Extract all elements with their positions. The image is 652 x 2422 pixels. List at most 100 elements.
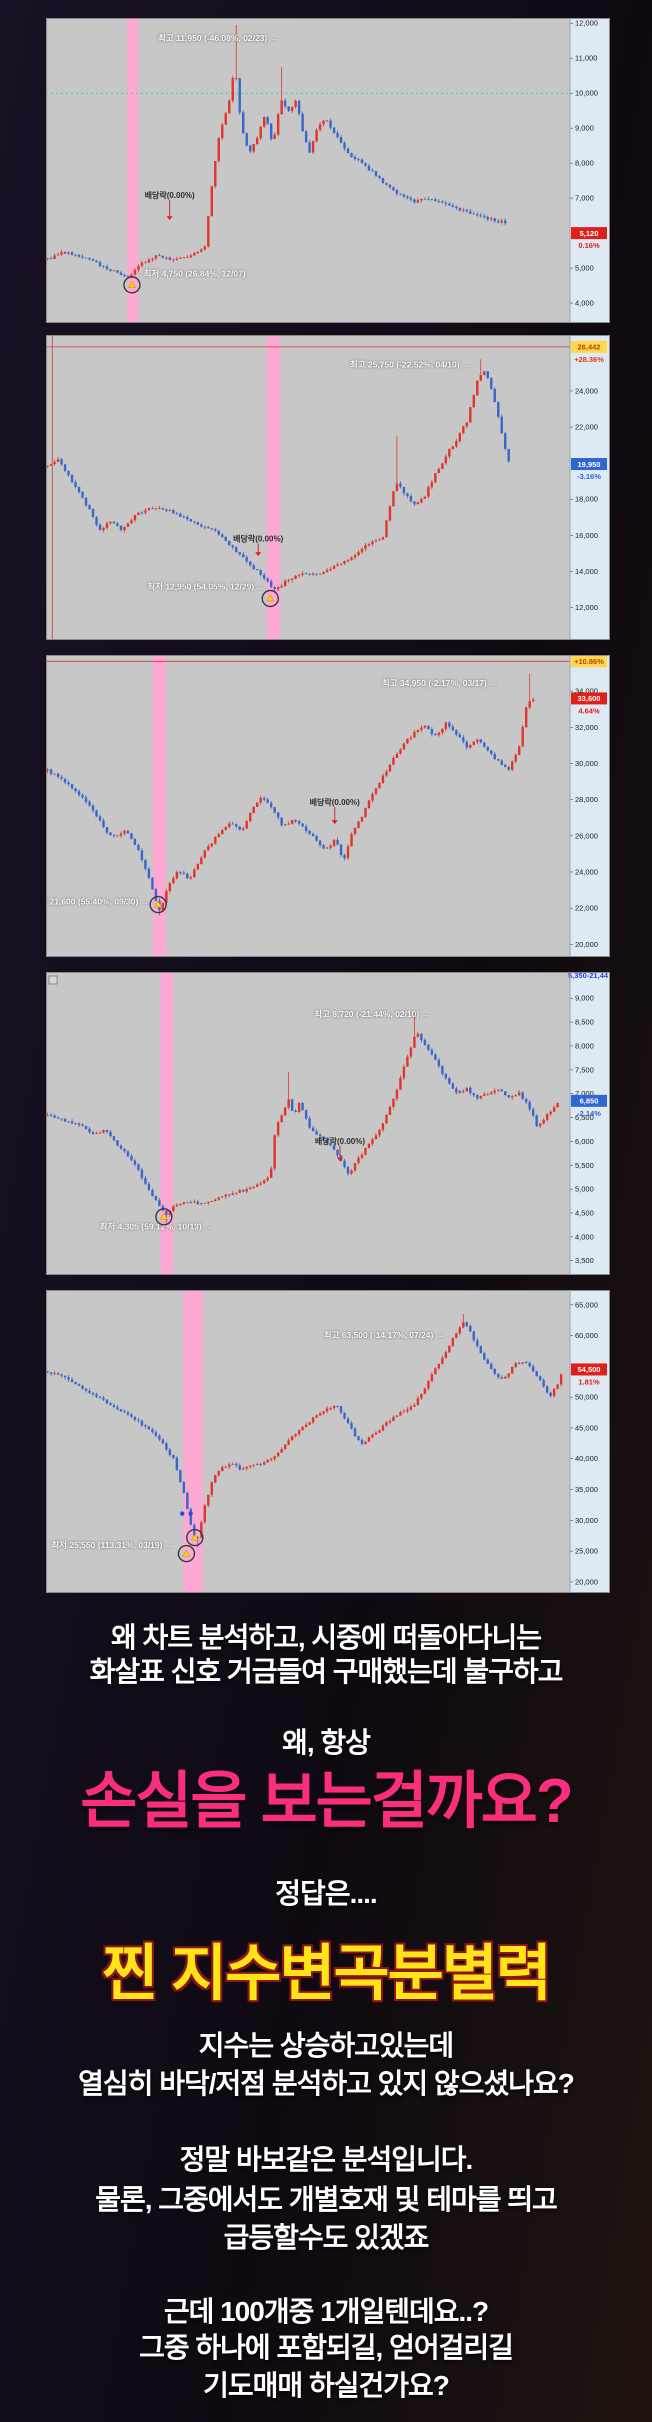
candlestick-chart-svg: 34,000 32,000 30,000 28,000 26,000 24,000 22,0…: [46, 655, 610, 957]
axis-tick-label: 65,000: [575, 1300, 598, 1309]
chart-border: [46, 335, 610, 640]
svg-text:5,120: 5,120: [580, 229, 599, 238]
clipped-readout-label: 5,350-21,44: [568, 972, 609, 980]
inflection-band: [127, 18, 139, 323]
axis-tick-label: 5,000: [575, 1185, 594, 1194]
stock-chart-3: 34,000 32,000 30,000 28,000 26,000 24,000 22,0…: [46, 655, 610, 957]
chart-background: [46, 1290, 610, 1593]
axis-tick-label: 22,000: [575, 423, 598, 432]
axis-tick-label: 12,000: [575, 19, 598, 28]
axis-tick-label: 35,000: [575, 1485, 598, 1494]
axis-tick-label: 8,000: [575, 159, 594, 168]
price-axis-pane: [570, 1290, 610, 1593]
axis-tick-label: 25,000: [575, 1547, 598, 1556]
svg-text:19,950: 19,950: [578, 460, 601, 469]
buy-triangle-icon: [190, 1533, 199, 1541]
price-axis-pane: [570, 18, 610, 323]
axis-tick-label: 32,000: [575, 723, 598, 732]
axis-tick-label: 34,000: [575, 687, 598, 696]
caption-why-always: 왜, 항상: [282, 1727, 371, 1758]
current-price-box: [571, 1363, 607, 1376]
chart-background: [46, 18, 610, 323]
inflection-band: [152, 655, 166, 957]
caption-foolish-analysis: 정말 바보같은 분석입니다.: [179, 2144, 474, 2175]
dividend-annotation: 배당락(0.00%): [145, 190, 195, 200]
low-annotation: 최저 4,305 (59.12%, 10/13) →: [100, 1221, 213, 1231]
headline-jin-index-discernment: 찐 지수변곡분별력: [102, 1939, 552, 2007]
candlestick-chart-svg: 12,000 11,000 10,000 9,000 8,000 7,000 5,000 4,…: [46, 18, 610, 323]
svg-text:-3.16%: -3.16%: [577, 472, 601, 481]
caption-the-answer-is: 정답은....: [275, 1878, 377, 1909]
axis-tick-label: 28,000: [575, 795, 598, 804]
caption-could-surge: 급등할수도 있겠죠: [223, 2222, 430, 2253]
dividend-annotation: 배당락(0.00%): [233, 534, 283, 544]
caption-bottom-analysis: 열심히 바닥/저점 분석하고 있지 않으셨나요?: [78, 2068, 575, 2099]
dividend-arrow-icon: [255, 552, 262, 557]
candlestick-chart-svg: 9,000 8,500 8,000 7,500 7,000 6,500 6,000 5,500…: [46, 972, 610, 1275]
chart-background: [46, 655, 610, 957]
axis-tick-label: 7,000: [575, 1089, 594, 1098]
svg-text:+28.36%: +28.36%: [574, 355, 604, 364]
axis-tick-label: 5,500: [575, 1161, 594, 1170]
candlestick-chart-svg: 24,000 22,000 18,000 16,000 14,000 12,000 최고 2…: [46, 335, 610, 640]
buy-triangle-icon: [159, 1212, 168, 1220]
stock-chart-2: 24,000 22,000 18,000 16,000 14,000 12,000 최고 2…: [46, 335, 610, 640]
svg-text:-2.14%: -2.14%: [577, 1109, 601, 1118]
low-annotation: 최저 25,550 (113.31%, 03/19) →: [51, 1540, 173, 1550]
axis-tick-label: 8,000: [575, 1041, 594, 1050]
svg-text:54,500: 54,500: [578, 1365, 601, 1374]
axis-tick-label: 9,000: [575, 994, 594, 1003]
signal-circle-icon: [177, 1544, 196, 1563]
caption-prayer-trading: 기도매매 하실건가요?: [203, 2370, 450, 2401]
svg-text:1.81%: 1.81%: [578, 1377, 600, 1386]
current-price-box: [571, 227, 607, 240]
inflection-band: [183, 1290, 204, 1593]
buy-triangle-icon: [266, 594, 275, 602]
axis-tick-label: 24,000: [575, 868, 598, 877]
axis-tick-label: 24,000: [575, 386, 598, 395]
stock-chart-1: 12,000 11,000 10,000 9,000 8,000 7,000 5,000 4,…: [46, 18, 610, 323]
axis-tick-label: 20,000: [575, 1577, 598, 1586]
axis-tick-label: 5,000: [575, 264, 594, 273]
axis-tick-label: 4,000: [575, 1232, 594, 1241]
axis-tick-label: 10,000: [575, 89, 598, 98]
axis-tick-label: 12,000: [575, 603, 598, 612]
low-annotation: 최저 12,950 (54.05%, 12/29) →: [147, 582, 265, 592]
legend-checkbox-icon: [48, 975, 58, 985]
svg-text:6,850: 6,850: [580, 1097, 599, 1106]
axis-tick-label: 7,000: [575, 194, 594, 203]
axis-tick-label: 7,500: [575, 1065, 594, 1074]
stock-chart-4: 9,000 8,500 8,000 7,500 7,000 6,500 6,000 5,500…: [46, 972, 610, 1275]
caption-individual-themes: 물론, 그중에서도 개별호재 및 테마를 띄고: [95, 2184, 558, 2215]
axis-tick-label: 6,500: [575, 1113, 594, 1122]
axis-tick-label: 30,000: [575, 1516, 598, 1525]
dividend-arrow-icon: [331, 820, 338, 825]
high-annotation: 최고 34,950 (-2.17%, 03/17) →: [382, 678, 498, 688]
axis-tick-label: 8,500: [575, 1018, 594, 1027]
svg-text:33,600: 33,600: [578, 694, 601, 703]
axis-tick-label: 26,000: [575, 831, 598, 840]
buy-triangle-icon: [128, 280, 136, 288]
axis-tick-label: 22,000: [575, 904, 598, 913]
dividend-arrow-icon: [166, 216, 173, 221]
axis-tick-label: 50,000: [575, 1393, 598, 1402]
signal-circle-icon: [123, 276, 141, 294]
svg-text:0.16%: 0.16%: [578, 241, 600, 250]
axis-tick-label: 3,500: [575, 1256, 594, 1265]
crosshair-price-box: [571, 655, 607, 668]
axis-tick-label: 11,000: [575, 54, 597, 63]
axis-tick-label: 45,000: [575, 1423, 598, 1432]
chart-border: [46, 1290, 610, 1593]
high-annotation: 최고 8,720 (-21.44%, 02/10) →: [314, 1009, 430, 1019]
chart-background: [46, 335, 610, 640]
chart-border: [46, 972, 610, 1275]
axis-tick-label: 18,000: [575, 495, 598, 504]
current-price-box: [571, 1094, 607, 1107]
signal-circle-icon: [186, 1528, 204, 1547]
signal-circle-icon: [149, 895, 167, 914]
current-price-box: [571, 692, 607, 705]
stock-chart-5: 65,000 60,000 50,000 45,000 40,000 35,000 30,0…: [46, 1290, 610, 1593]
caption-hope-included: 그중 하나에 포함되길, 얻어걸리길: [139, 2332, 514, 2363]
inflection-band: [266, 335, 281, 640]
axis-tick-label: 30,000: [575, 759, 598, 768]
